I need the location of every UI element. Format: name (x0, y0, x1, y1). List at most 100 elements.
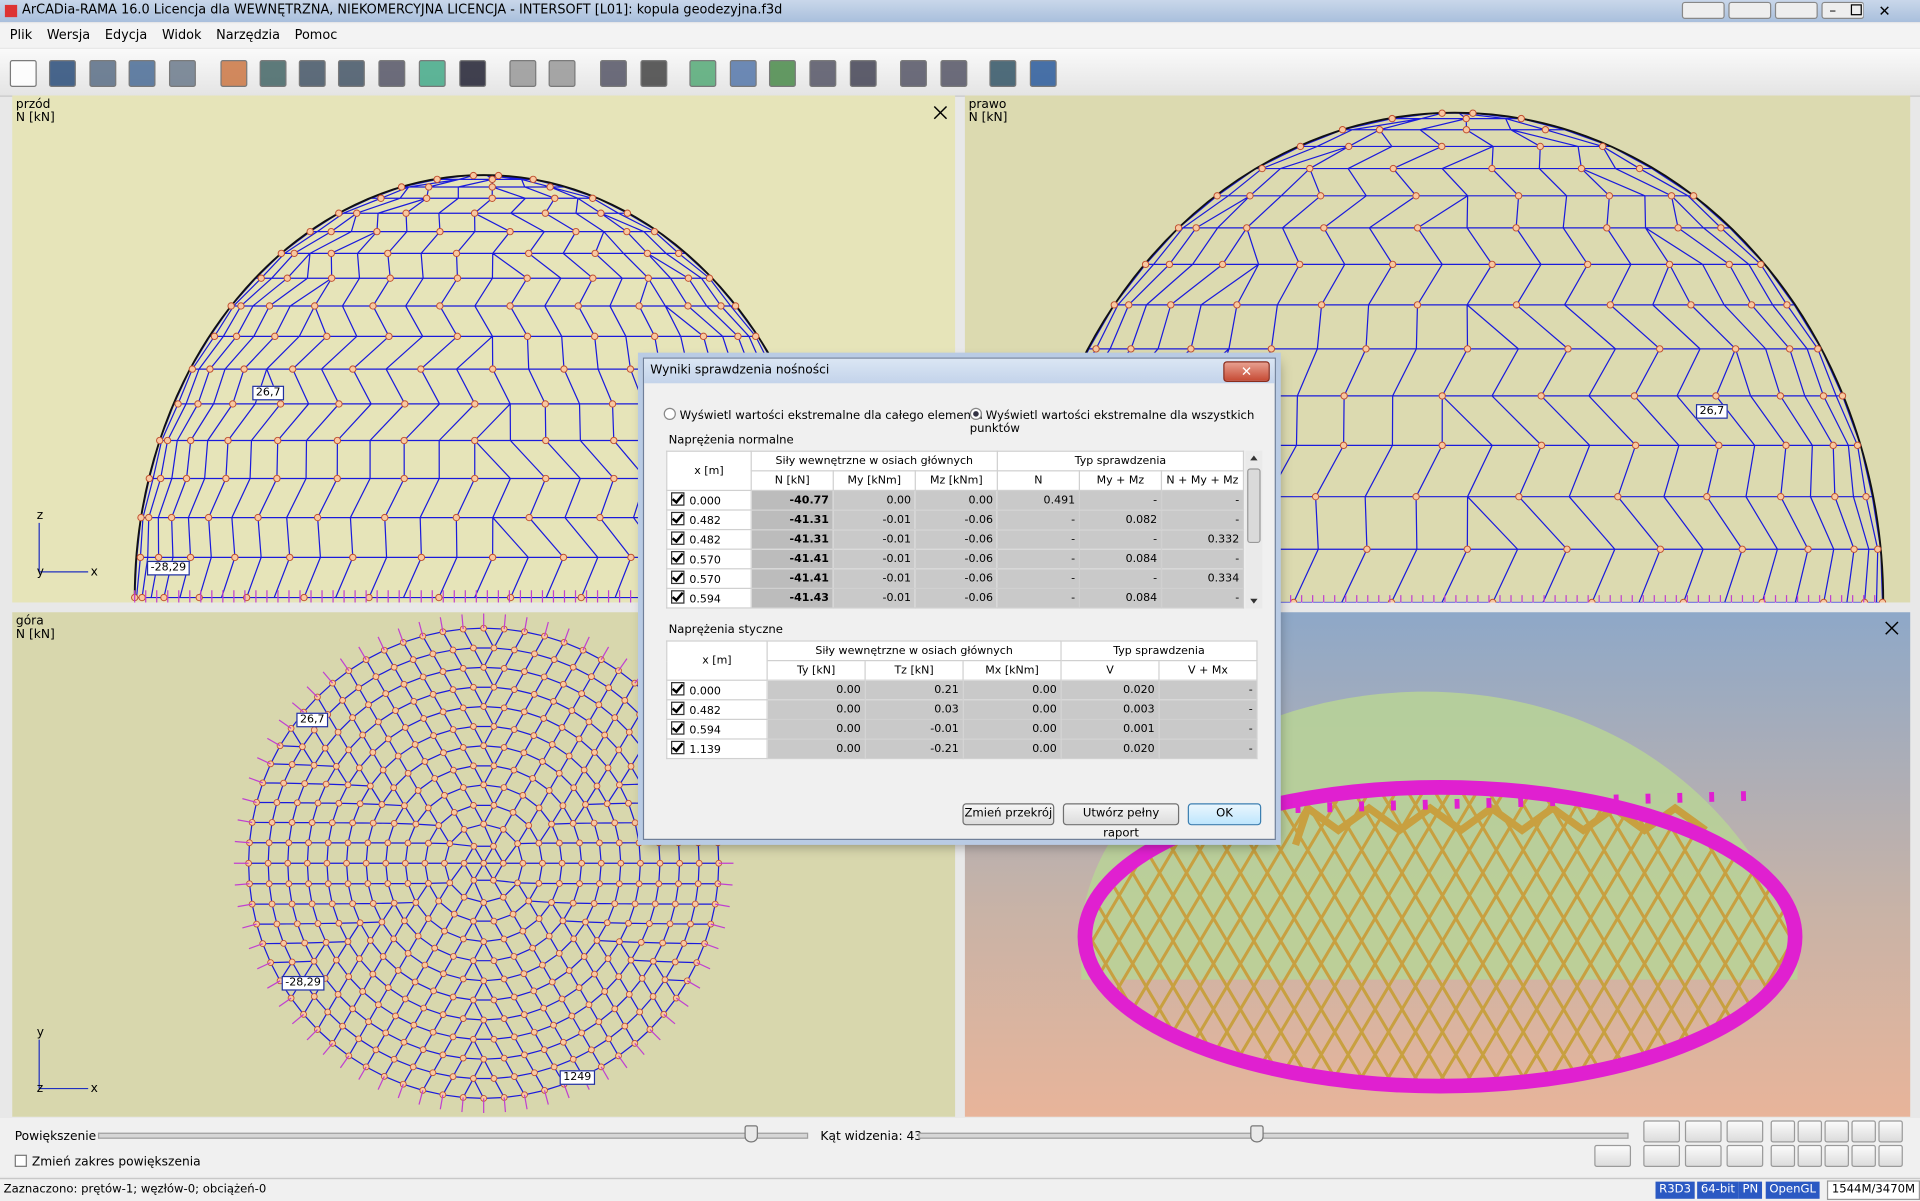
window-controls[interactable]: – ✕ (1822, 0, 1920, 21)
node (551, 194, 559, 202)
checkbox[interactable] (671, 721, 685, 735)
view-buttons[interactable] (1680, 1, 1865, 19)
menu-item[interactable]: Widok (161, 28, 202, 43)
toolbar-button[interactable] (729, 60, 757, 87)
node (440, 749, 447, 757)
node (490, 802, 498, 809)
control-button[interactable] (1643, 1144, 1680, 1167)
node (449, 686, 457, 693)
toolbar-button[interactable] (418, 60, 446, 87)
toolbar-button[interactable] (89, 60, 117, 87)
toolbar-button[interactable] (989, 60, 1017, 87)
checkbox[interactable] (671, 531, 685, 545)
x-cell[interactable]: 0.000 (666, 679, 768, 701)
zoom-thumb[interactable] (744, 1125, 758, 1143)
close-button[interactable]: ✕ (1223, 361, 1270, 383)
checkbox[interactable] (671, 682, 685, 696)
toolbar-button[interactable] (220, 60, 248, 87)
control-button[interactable] (1770, 1144, 1796, 1167)
toolbar-button[interactable] (128, 60, 156, 87)
angle-slider[interactable] (918, 1132, 1629, 1139)
toolbar-button[interactable] (849, 60, 877, 87)
x-cell[interactable]: 0.594 (666, 587, 752, 609)
toolbar-button[interactable] (298, 60, 326, 87)
control-button[interactable] (1684, 1120, 1722, 1143)
control-button[interactable] (1878, 1144, 1903, 1167)
zoom-slider[interactable] (97, 1132, 809, 1139)
ok-button[interactable]: OK (1187, 803, 1262, 826)
node (414, 932, 422, 940)
radio-option[interactable]: Wyświetl wartości ekstremalne dla wszyst… (969, 407, 1275, 436)
axis-lines (38, 1039, 89, 1090)
toolbar-button[interactable] (509, 60, 537, 87)
toolbar-button[interactable] (940, 60, 968, 87)
toolbar-button[interactable] (337, 60, 365, 87)
node (422, 194, 431, 202)
checkbox[interactable] (671, 511, 685, 526)
toolbar-button[interactable] (9, 60, 37, 87)
scrollbar[interactable] (1245, 450, 1263, 609)
control-button[interactable] (1726, 1120, 1764, 1143)
control-button[interactable] (1684, 1144, 1722, 1167)
checkbox[interactable] (671, 590, 685, 604)
control-button[interactable] (1824, 1120, 1849, 1143)
control-button[interactable] (1797, 1120, 1823, 1143)
node (548, 741, 556, 748)
toolbar-button[interactable] (548, 60, 576, 87)
x-cell[interactable]: 0.482 (666, 528, 752, 550)
x-cell[interactable]: 0.482 (666, 509, 752, 531)
data-cell: - (996, 548, 1081, 570)
menu-item[interactable]: Wersja (46, 28, 91, 43)
x-cell[interactable]: 0.594 (666, 718, 768, 740)
checkbox[interactable] (671, 740, 685, 755)
control-button[interactable] (1643, 1120, 1680, 1143)
toolbar-button[interactable] (768, 60, 796, 87)
toolbar-button[interactable] (640, 60, 668, 87)
control-button[interactable] (1851, 1120, 1876, 1143)
checkbox[interactable] (671, 701, 685, 716)
menu-item[interactable]: Plik (9, 28, 33, 43)
node (277, 249, 286, 258)
toolbar-button[interactable] (809, 60, 837, 87)
node (596, 513, 604, 522)
node (572, 227, 580, 236)
checkbox[interactable] (671, 551, 685, 565)
control-button[interactable] (1770, 1120, 1796, 1143)
x-cell[interactable]: 1.139 (666, 738, 768, 760)
control-button[interactable] (1824, 1144, 1849, 1167)
checkbox[interactable] (671, 570, 685, 585)
change-section-button[interactable]: Zmień przekrój (962, 803, 1055, 826)
toolbar-button[interactable] (689, 60, 717, 87)
toolbar-button[interactable] (168, 60, 196, 87)
control-button[interactable] (1851, 1144, 1876, 1167)
toolbar-button[interactable] (48, 60, 76, 87)
control-button[interactable] (1797, 1144, 1823, 1167)
x-cell[interactable]: 0.570 (666, 568, 752, 589)
checkbox[interactable] (671, 492, 685, 506)
report-button[interactable]: Utwórz pełny raport (1062, 803, 1180, 840)
toolbar-button[interactable] (600, 60, 627, 87)
toolbar-button[interactable] (1029, 60, 1057, 87)
menu-item[interactable]: Edycja (104, 28, 148, 43)
x-cell[interactable]: 0.482 (666, 699, 768, 721)
x-cell[interactable]: 0.000 (666, 489, 752, 511)
menu-item[interactable]: Narzędzia (216, 28, 280, 43)
zoom-range-checkbox[interactable]: Zmień zakres powiększenia (14, 1154, 201, 1169)
toolbar-button[interactable] (259, 60, 287, 87)
node (560, 365, 568, 373)
x-cell[interactable]: 0.570 (666, 548, 752, 570)
radio-option[interactable]: Wyświetl wartości ekstremalne dla całego… (663, 407, 983, 422)
toolbar-button[interactable] (378, 60, 406, 87)
node (604, 764, 612, 772)
menu-item[interactable]: Pomoc (294, 28, 338, 43)
node (310, 761, 318, 769)
node (1469, 109, 1477, 117)
data-cell: 0.082 (1078, 509, 1163, 531)
control-button[interactable] (1594, 1144, 1632, 1167)
toolbar-button[interactable] (459, 60, 487, 87)
toolbar-button[interactable] (900, 60, 927, 87)
control-button[interactable] (1726, 1144, 1764, 1167)
angle-thumb[interactable] (1250, 1125, 1264, 1143)
header-cell: My [kNm] (832, 470, 916, 492)
control-button[interactable] (1878, 1120, 1903, 1143)
